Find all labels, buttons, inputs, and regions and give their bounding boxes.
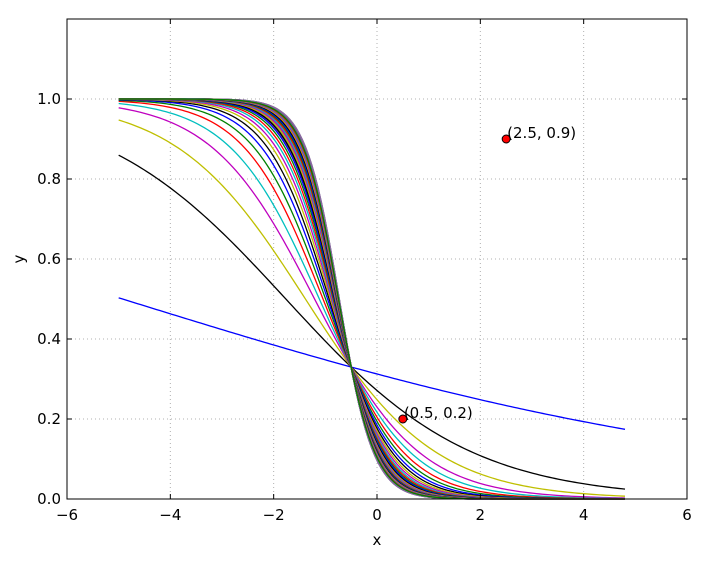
curve-layer: [118, 98, 626, 500]
series-line: [118, 98, 625, 500]
x-tick-label: 0: [372, 506, 382, 524]
series-line: [118, 297, 626, 430]
x-tick-label: −2: [263, 506, 285, 524]
x-tick-label: 6: [682, 506, 692, 524]
series-line: [118, 107, 626, 499]
y-tick-label: 0.8: [37, 170, 61, 188]
y-tick-label: 0.2: [37, 410, 61, 428]
point-label: (0.5, 0.2): [404, 404, 473, 422]
series-line: [118, 102, 626, 500]
series-line: [118, 119, 626, 497]
data-point: [398, 414, 408, 424]
x-tick-label: 4: [579, 506, 589, 524]
y-tick-label: 0.6: [37, 250, 61, 268]
x-tick-label: −4: [159, 506, 181, 524]
x-tick-label: 2: [476, 506, 486, 524]
point-layer: (0.5, 0.2) (2.5, 0.9): [398, 124, 576, 424]
x-axis-label: x: [373, 531, 382, 549]
y-tick-label: 0.0: [37, 490, 61, 508]
x-tick-label: −6: [56, 506, 78, 524]
y-tick-label: 1.0: [37, 90, 61, 108]
y-axis-label: y: [10, 254, 28, 263]
point-label: (2.5, 0.9): [507, 124, 576, 142]
tick-layer: −6 −4 −2 0 2 4 6 0.0 0.2 0.4 0.6 0.8 1.0: [37, 19, 692, 524]
data-point: [501, 134, 511, 144]
series-line: [118, 154, 626, 490]
y-tick-label: 0.4: [37, 330, 61, 348]
